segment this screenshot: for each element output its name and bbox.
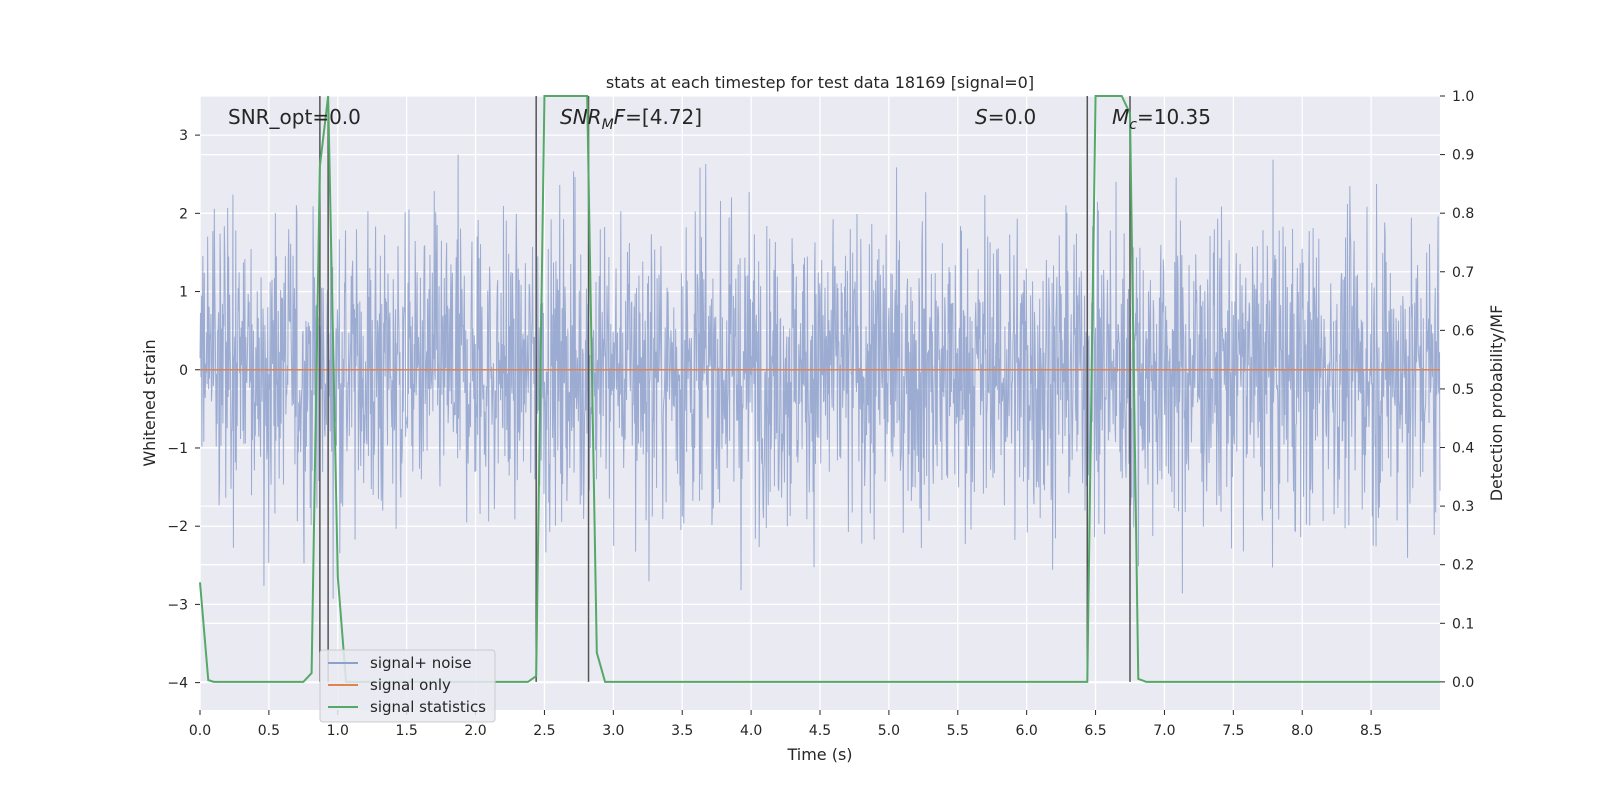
annotation-mc: Mc=10.35 <box>1112 105 1211 133</box>
y-left-tick-label: −3 <box>167 597 188 613</box>
y-right-tick-label: 0.4 <box>1452 441 1474 457</box>
y-left-tick-label: 1 <box>179 285 188 301</box>
y-left-tick-label: −2 <box>167 519 188 535</box>
y-left-tick-label: 0 <box>179 363 188 379</box>
x-axis-label: Time (s) <box>786 745 852 764</box>
x-tick-label: 8.0 <box>1291 723 1313 739</box>
x-tick-label: 5.0 <box>878 723 900 739</box>
y-left-tick-label: 2 <box>179 206 188 222</box>
y-axis-left-label: Whitened strain <box>140 339 159 466</box>
y-right-tick-label: 0.8 <box>1452 206 1474 222</box>
annotation-snr-opt: SNR_opt=0.0 <box>228 105 361 129</box>
x-tick-label: 5.5 <box>947 723 969 739</box>
legend-box <box>319 649 496 723</box>
y-left-axis-ticks: 3 2 1 0 −1 −2 −3 −4 <box>167 128 200 692</box>
y-right-tick-label: 0.6 <box>1452 323 1474 339</box>
series-signal-statistics <box>199 95 1440 683</box>
y-right-tick-label: 0.1 <box>1452 616 1474 632</box>
x-axis-ticks: 0.0 0.5 1.0 1.5 2.0 2.5 3.0 3.5 4.0 4.5 5.0 5.5 6.0 6… <box>189 710 1382 739</box>
x-tick-label: 0.5 <box>258 723 280 739</box>
y-left-tick-label: 3 <box>179 128 188 144</box>
y-axis-right-label: Detection probability/MF <box>1487 305 1506 502</box>
x-tick-label: 7.5 <box>1222 723 1244 739</box>
y-left-tick-label: −1 <box>167 441 188 457</box>
legend-label-noise: signal+ noise <box>370 654 472 672</box>
y-right-axis-ticks: 1.0 0.9 0.8 0.7 0.6 0.5 0.4 0.3 0.2 0.1 0.0 <box>1440 89 1474 691</box>
x-tick-label: 8.5 <box>1360 723 1382 739</box>
annotation-snr-mf: SNRMF=[4.72] <box>560 105 702 133</box>
legend-label-statistics: signal statistics <box>370 698 486 716</box>
x-tick-label: 3.5 <box>671 723 693 739</box>
x-tick-label: 2.0 <box>464 723 486 739</box>
y-right-tick-label: 0.3 <box>1452 499 1474 515</box>
y-left-tick-label: −4 <box>167 676 188 692</box>
chart-title: stats at each timestep for test data 181… <box>606 73 1034 92</box>
x-tick-label: 1.5 <box>396 723 418 739</box>
annotations: SNR_opt=0.0 SNRMF=[4.72] S=0.0 Mc=10.35 <box>228 105 1211 133</box>
y-right-tick-label: 0.0 <box>1452 675 1474 691</box>
x-tick-label: 1.0 <box>327 723 349 739</box>
signal-plus-noise-line <box>199 154 1441 599</box>
legend: signal+ noise signal only signal statist… <box>319 649 496 723</box>
y-right-tick-label: 0.2 <box>1452 558 1474 574</box>
x-tick-label: 3.0 <box>602 723 624 739</box>
signal-statistics-line <box>199 95 1440 683</box>
x-tick-label: 4.0 <box>740 723 762 739</box>
x-tick-label: 4.5 <box>809 723 831 739</box>
legend-label-signal-only: signal only <box>370 676 451 694</box>
y-right-tick-label: 0.7 <box>1452 265 1474 281</box>
y-right-tick-label: 0.9 <box>1452 148 1474 164</box>
y-right-tick-label: 0.5 <box>1452 382 1474 398</box>
series-signal-plus-noise <box>199 154 1441 599</box>
x-tick-label: 6.5 <box>1084 723 1106 739</box>
y-right-tick-label: 1.0 <box>1452 89 1474 105</box>
x-tick-label: 6.0 <box>1016 723 1038 739</box>
x-tick-label: 7.0 <box>1153 723 1175 739</box>
x-tick-label: 0.0 <box>189 723 211 739</box>
x-tick-label: 2.5 <box>533 723 555 739</box>
annotation-s: S=0.0 <box>975 105 1036 129</box>
